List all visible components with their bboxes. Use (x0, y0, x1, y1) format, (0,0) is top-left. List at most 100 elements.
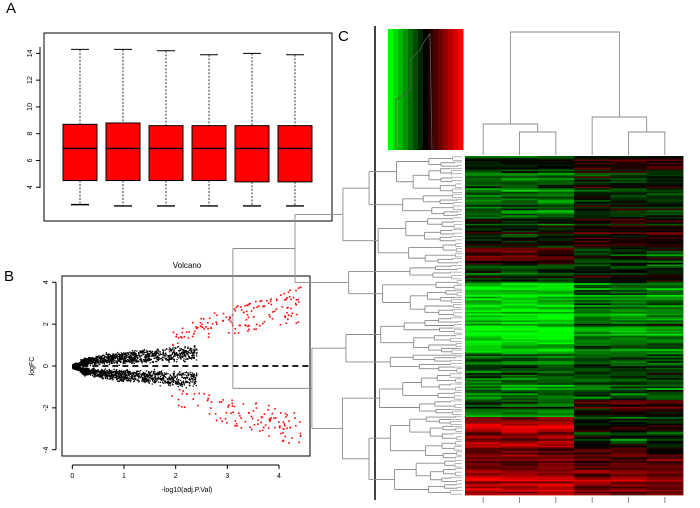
volcano-point (168, 356, 170, 358)
volcano-point-significant (298, 441, 300, 444)
heatmap-cell (610, 439, 648, 442)
heatmap-cell (574, 256, 611, 259)
volcano-point (147, 374, 149, 376)
heatmap-cell (465, 305, 502, 308)
heatmap-cell (537, 489, 575, 493)
heatmap-cell (646, 310, 684, 313)
heatmap-cell (537, 245, 575, 248)
volcano-point-significant (247, 325, 249, 328)
volcano-point (104, 359, 106, 362)
heatmap-cell (537, 186, 575, 189)
volcano-point (118, 377, 120, 379)
volcano-point (81, 370, 83, 372)
heatmap-cell (537, 418, 575, 421)
volcano-point (145, 375, 148, 377)
volcano-point-significant (234, 420, 237, 422)
volcano-point (164, 357, 167, 360)
heatmap-cell (610, 279, 648, 282)
heatmap-cell (537, 379, 575, 382)
volcano-point (115, 353, 118, 355)
volcano-point (122, 362, 124, 365)
heatmap-cell (610, 335, 648, 338)
heatmap-cell (537, 349, 575, 352)
volcano-point-significant (181, 327, 184, 330)
volcano-point (80, 369, 82, 372)
heatmap-cell (465, 427, 502, 430)
heatmap-cell (501, 232, 539, 235)
volcano-point (113, 377, 115, 379)
volcano-point-significant (299, 421, 301, 423)
heatmap-cell (537, 201, 575, 204)
heatmap-cell (574, 242, 611, 245)
volcano-point-significant (215, 419, 218, 422)
heatmap-cell (610, 359, 648, 362)
heatmap-cell (465, 184, 502, 187)
volcano-point (105, 359, 107, 361)
heatmap-cell (610, 225, 648, 228)
volcano-point-significant (260, 421, 262, 424)
heatmap-cell (537, 232, 575, 235)
volcano-point (132, 359, 134, 362)
volcano-point (72, 366, 75, 368)
heatmap-cell (537, 264, 575, 267)
heatmap-cell (574, 422, 611, 425)
heatmap-cell (610, 454, 648, 457)
volcano-point (183, 384, 186, 386)
column-dendrogram-branch (482, 123, 539, 155)
heatmap-cell (501, 383, 539, 386)
heatmap-cell (465, 252, 502, 255)
volcano-point (108, 361, 111, 363)
volcano-point-significant (197, 326, 199, 329)
heatmap-cell (610, 403, 648, 406)
volcano-point-significant (248, 412, 250, 414)
volcano-point (174, 375, 177, 378)
heatmap-cell (501, 247, 539, 250)
heatmap-cell (501, 425, 539, 428)
volcano-point (142, 354, 144, 356)
heatmap-cell (574, 478, 611, 481)
volcano-point-significant (248, 303, 250, 305)
volcano-point (76, 363, 78, 365)
volcano-point (74, 368, 76, 370)
heatmap-cell (501, 356, 539, 359)
volcano-point (119, 371, 121, 374)
heatmap-cell (501, 372, 539, 376)
volcano-point (133, 371, 135, 374)
volcano-point (123, 361, 125, 363)
volcano-point (122, 377, 125, 379)
volcano-point-significant (229, 317, 231, 320)
volcano-point (119, 375, 121, 377)
heatmap-cell (537, 203, 575, 206)
volcano-point (122, 362, 124, 364)
volcano-point (136, 350, 138, 352)
heatmap-cell (574, 410, 611, 413)
volcano-point (103, 358, 106, 360)
heatmap-cell (574, 425, 611, 428)
volcano-point (190, 350, 193, 353)
volcano-point (99, 374, 101, 377)
volcano-point (123, 372, 125, 374)
heatmap-cell (537, 469, 575, 472)
heatmap-cell (501, 479, 539, 482)
volcano-point (84, 359, 86, 361)
volcano-point (141, 377, 143, 379)
volcano-point (175, 381, 177, 383)
volcano-point (88, 359, 90, 361)
volcano-point (87, 368, 89, 371)
heatmap-cell (501, 218, 539, 221)
heatmap-cell (574, 303, 611, 306)
heatmap-cell (610, 220, 648, 223)
volcano-point (99, 360, 102, 362)
heatmap-cell (610, 291, 648, 294)
volcano-point (89, 374, 92, 376)
volcano-point (162, 376, 164, 378)
volcano-point-significant (274, 417, 277, 419)
heatmap-cell (574, 291, 611, 294)
heatmap-cell (610, 432, 648, 435)
heatmap-cell (574, 174, 611, 177)
heatmap-cell (646, 401, 684, 404)
volcano-point (112, 370, 115, 373)
volcano-point (118, 364, 121, 366)
volcano-point-significant (178, 388, 181, 391)
heatmap-cell (537, 442, 575, 445)
